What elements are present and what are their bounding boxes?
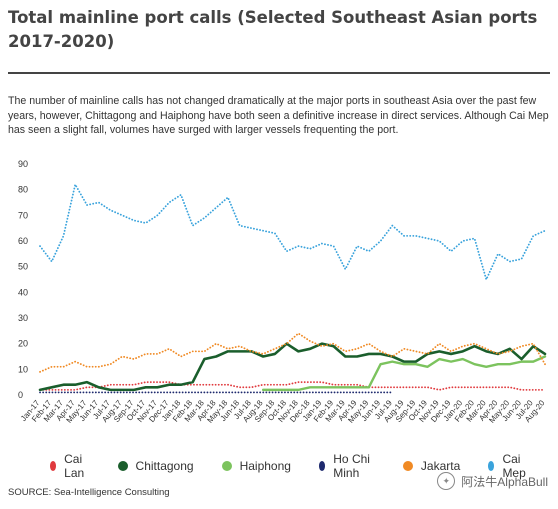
legend-label: Cai Mep bbox=[502, 452, 526, 480]
y-tick-label: 30 bbox=[18, 313, 28, 323]
legend-label: Chittagong bbox=[135, 459, 194, 473]
legend-item-cai-lan: Cai Lan bbox=[50, 452, 90, 480]
wechat-icon: ✦ bbox=[437, 472, 456, 490]
y-tick-label: 90 bbox=[18, 159, 28, 169]
y-tick-label: 80 bbox=[18, 185, 28, 195]
legend-item-ho-chi-minh: Ho Chi Minh bbox=[318, 452, 375, 480]
series-line-cai-mep bbox=[39, 183, 546, 281]
series-line-cai-lan bbox=[39, 381, 546, 391]
source-note: SOURCE: Sea-Intelligence Consulting bbox=[8, 487, 170, 498]
y-tick-label: 20 bbox=[18, 339, 28, 349]
legend-label: Haiphong bbox=[239, 459, 291, 473]
title-divider bbox=[8, 72, 550, 74]
watermark-text: 阿法牛AlphaBull bbox=[461, 474, 548, 489]
legend-swatch bbox=[117, 461, 128, 471]
legend-label: Jakarta bbox=[420, 459, 461, 473]
legend-swatch bbox=[402, 461, 413, 471]
legend-swatch bbox=[221, 461, 232, 471]
legend-item-haiphong: Haiphong bbox=[221, 452, 291, 480]
series-line-haiphong bbox=[261, 355, 547, 392]
chart-description: The number of mainline calls has not cha… bbox=[8, 95, 549, 136]
legend-item-chittagong: Chittagong bbox=[117, 452, 194, 480]
y-tick-label: 70 bbox=[18, 210, 28, 220]
legend-item-jakarta: Jakarta bbox=[402, 452, 461, 480]
series-line-chittagong bbox=[38, 342, 547, 392]
legend-label: Cai Lan bbox=[64, 452, 85, 480]
legend-swatch bbox=[488, 461, 495, 471]
legend-label: Ho Chi Minh bbox=[333, 452, 370, 480]
legend-swatch bbox=[318, 461, 326, 471]
legend-swatch bbox=[50, 461, 57, 471]
y-tick-label: 50 bbox=[18, 262, 28, 272]
series-line-jakarta bbox=[39, 332, 546, 373]
chart-legend: Cai Lan Chittagong Haiphong Ho Chi Minh Jaka… bbox=[50, 452, 558, 480]
legend-item-cai-mep: Cai Mep bbox=[488, 452, 530, 480]
watermark: ✦ 阿法牛AlphaBull bbox=[437, 472, 548, 490]
y-tick-label: 0 bbox=[18, 390, 23, 400]
y-tick-label: 40 bbox=[18, 287, 28, 297]
chart-title: Total mainline port calls (Selected Sout… bbox=[8, 8, 538, 51]
y-tick-label: 10 bbox=[18, 364, 28, 374]
line-chart: 0102030405060708090Jan-17Feb-17Mar-17Apr… bbox=[18, 159, 547, 425]
y-tick-label: 60 bbox=[18, 236, 28, 246]
